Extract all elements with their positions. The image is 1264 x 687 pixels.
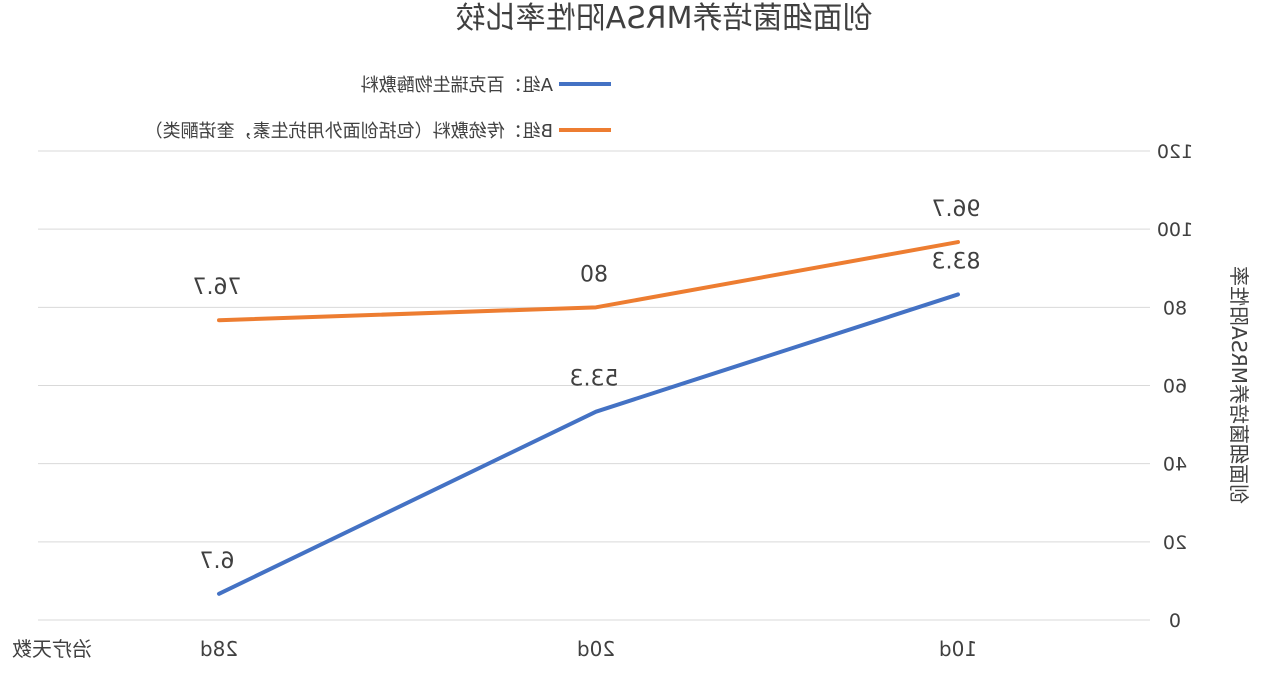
text-layer: 0 20 40 60 80 100 120 10d 20d 28d 83.3 53.3 6.7 96.7 8…: [145, 75, 1193, 661]
series-line-b: [217, 240, 960, 323]
data-label: 76.7: [193, 275, 242, 300]
data-label: 83.3: [932, 249, 981, 274]
chart-title: 创面细菌培养MRSA阳性率比较: [456, 1, 873, 36]
data-label: 53.3: [570, 367, 619, 392]
y-tick-label: 120: [1157, 141, 1193, 163]
y-tick-label: 0: [1169, 610, 1181, 632]
y-tick-label: 100: [1157, 219, 1193, 241]
y-tick-label: 60: [1163, 376, 1187, 398]
x-tick-label: 20d: [577, 637, 615, 661]
x-tick-label: 28d: [200, 637, 238, 661]
y-tick-label: 80: [1163, 297, 1187, 319]
x-tick-label: 10d: [939, 637, 977, 661]
data-label: 80: [580, 262, 608, 287]
y-tick-label: 20: [1163, 532, 1187, 554]
series-lines: [217, 240, 960, 596]
legend-label: B组：传统敷料（包括创面外用抗生素，奎诺酮类）: [145, 121, 553, 142]
y-axis-title: 创面细菌培养MRSA阳性率: [1227, 266, 1251, 504]
legend-label: A组：百克瑞生物酶敷料: [361, 75, 553, 96]
x-axis-title: 治疗天数: [12, 637, 92, 661]
data-label: 6.7: [200, 549, 235, 574]
data-label: 96.7: [932, 197, 981, 222]
y-tick-label: 40: [1163, 454, 1187, 476]
series-line-a: [217, 292, 960, 596]
